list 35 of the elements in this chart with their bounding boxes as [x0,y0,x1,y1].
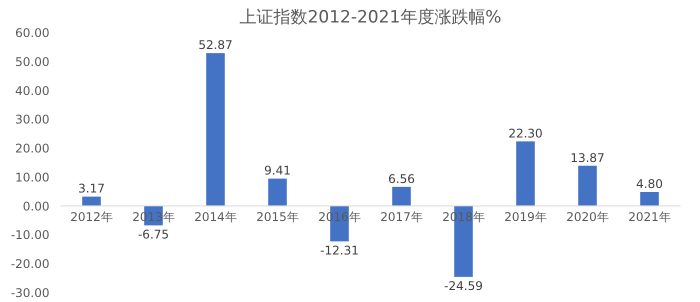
y-tick-label: 60.00 [15,26,50,40]
y-tick-label: 10.00 [15,170,50,184]
x-tick-label: 2021年 [628,210,671,224]
x-tick-label: 2019年 [504,210,547,224]
data-label: 52.87 [198,38,233,52]
x-tick-label: 2015年 [256,210,299,224]
bar [392,186,411,206]
x-tick-label: 2020年 [566,210,609,224]
data-label: 4.80 [636,176,663,191]
bar [516,141,535,206]
y-tick-label: -20.00 [10,257,50,272]
y-tick-label: -10.00 [10,228,50,242]
bar [268,178,287,206]
data-label: 13.87 [570,150,605,165]
data-label: 22.30 [508,126,543,140]
data-label: 3.17 [78,182,105,196]
data-label: -6.75 [138,227,170,242]
x-tick-label: 2012年 [70,210,113,224]
data-label: -12.31 [320,243,359,258]
bar [82,196,101,206]
y-tick-label: 50.00 [15,54,50,69]
bar [206,53,225,206]
y-tick-label: 20.00 [15,142,50,156]
data-label: 9.41 [264,164,291,178]
y-tick-label: -30.00 [10,286,50,300]
data-label: -24.59 [444,278,483,293]
y-tick-label: 30.00 [15,112,50,127]
bar [640,192,659,206]
data-label: 6.56 [388,172,415,186]
x-tick-label: 2017年 [380,210,423,224]
y-tick-label: 40.00 [15,84,50,98]
bar [578,166,597,206]
x-tick-label: 2014年 [194,210,237,224]
chart-title: 上证指数2012-2021年度涨跌幅% [240,8,502,28]
y-tick-label: 0.00 [22,199,50,214]
